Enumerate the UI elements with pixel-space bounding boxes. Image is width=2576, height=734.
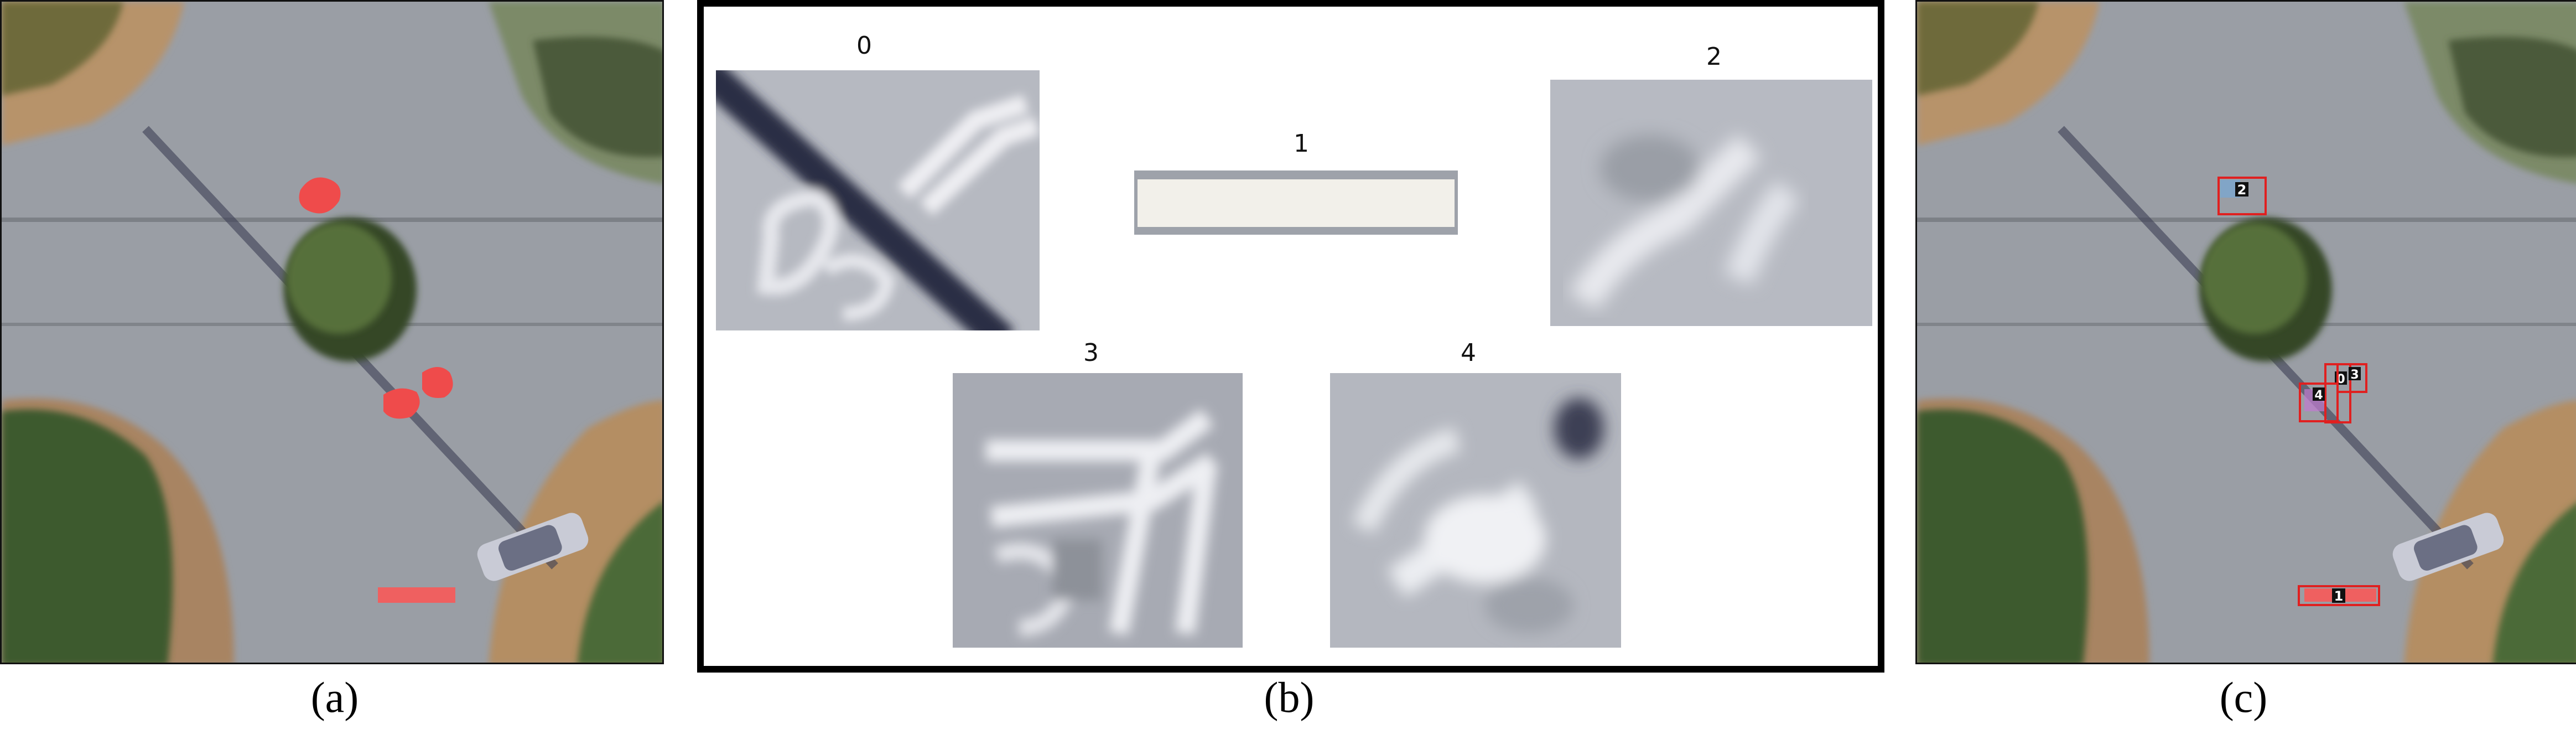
crop-0-image [716,70,1040,330]
caption-a: (a) [310,673,359,721]
detection-box-4: 4 [2299,382,2339,422]
crop-label-2: 2 [1706,43,1722,71]
detection-box-2: 2 [2217,177,2267,215]
aerial-scene-a [2,2,662,663]
caption-c: (c) [2219,673,2268,721]
mask-4 [383,388,420,419]
crop-label-4: 4 [1461,339,1476,367]
crop-3-image [953,373,1243,648]
crops-panel: 0 1 2 [697,0,1884,673]
box-label-1: 1 [2334,588,2344,604]
box-label-4: 4 [2314,389,2323,402]
box-label-2: 2 [2237,182,2247,198]
box-label-0: 0 [2336,373,2345,386]
crop-label-0: 0 [856,32,872,60]
caption-b: (b) [1264,673,1315,721]
crop-1-image [1134,170,1458,235]
aerial-scene-c: 2 1 0 3 4 [1917,2,2576,663]
crop-label-3: 3 [1083,339,1099,367]
aerial-image-a [0,0,664,664]
crop-2-image [1550,80,1872,326]
mask-0 [422,367,453,398]
detection-box-1: 1 [2298,585,2380,606]
box-label-3: 3 [2350,368,2359,382]
crop-label-1: 1 [1294,130,1309,158]
aerial-image-c: 2 1 0 3 4 [1915,0,2576,664]
crop-4-image [1330,373,1621,648]
mask-2 [299,177,341,214]
detection-box-3: 3 [2336,363,2367,393]
mask-1 [378,587,455,603]
